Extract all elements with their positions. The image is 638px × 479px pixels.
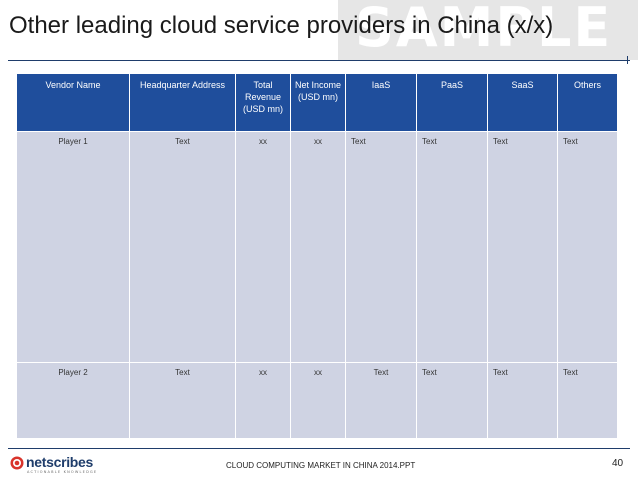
footer-caption: CLOUD COMPUTING MARKET IN CHINA 2014.PPT [226, 461, 416, 470]
table-cell: Text [129, 362, 236, 439]
netscribes-logo-icon [10, 456, 24, 470]
table-row: Player 2 Text xx xx Text Text Text Text [16, 362, 618, 439]
vendor-table: Vendor Name Headquarter Address Total Re… [16, 73, 618, 439]
table-cell: Text [557, 131, 618, 363]
table-cell: xx [290, 131, 346, 363]
table-cell: Text [129, 131, 236, 363]
title-divider-end [627, 56, 628, 64]
header-headquarter-address: Headquarter Address [129, 73, 236, 132]
header-others: Others [557, 73, 618, 132]
table-cell: Text [345, 362, 417, 439]
table-cell: Text [416, 362, 488, 439]
table-cell: Text [345, 131, 417, 363]
table-cell: Player 1 [16, 131, 130, 363]
page-number: 40 [612, 458, 624, 469]
header-iaas: IaaS [345, 73, 417, 132]
brand-tagline: ACTIONABLE KNOWLEDGE [27, 470, 98, 474]
table-header-row: Vendor Name Headquarter Address Total Re… [16, 73, 618, 132]
table-row: Player 1 Text xx xx Text Text Text Text [16, 131, 618, 363]
watermark-background [338, 0, 638, 60]
table-cell: xx [235, 362, 291, 439]
table-cell: xx [235, 131, 291, 363]
table-cell: xx [290, 362, 346, 439]
header-total-revenue: Total Revenue (USD mn) [235, 73, 291, 132]
brand-name: netscribes [26, 454, 94, 470]
table-cell: Text [557, 362, 618, 439]
table-cell: Text [487, 131, 558, 363]
table-cell: Player 2 [16, 362, 130, 439]
title-divider [8, 60, 630, 61]
sample-watermark: SAMPLE [355, 0, 613, 59]
header-vendor-name: Vendor Name [16, 73, 130, 132]
header-paas: PaaS [416, 73, 488, 132]
table-cell: Text [416, 131, 488, 363]
header-net-income: Net Income (USD mn) [290, 73, 346, 132]
table-cell: Text [487, 362, 558, 439]
slide-title: Other leading cloud service providers in… [9, 12, 554, 39]
footer-divider [8, 448, 630, 449]
header-saas: SaaS [487, 73, 558, 132]
